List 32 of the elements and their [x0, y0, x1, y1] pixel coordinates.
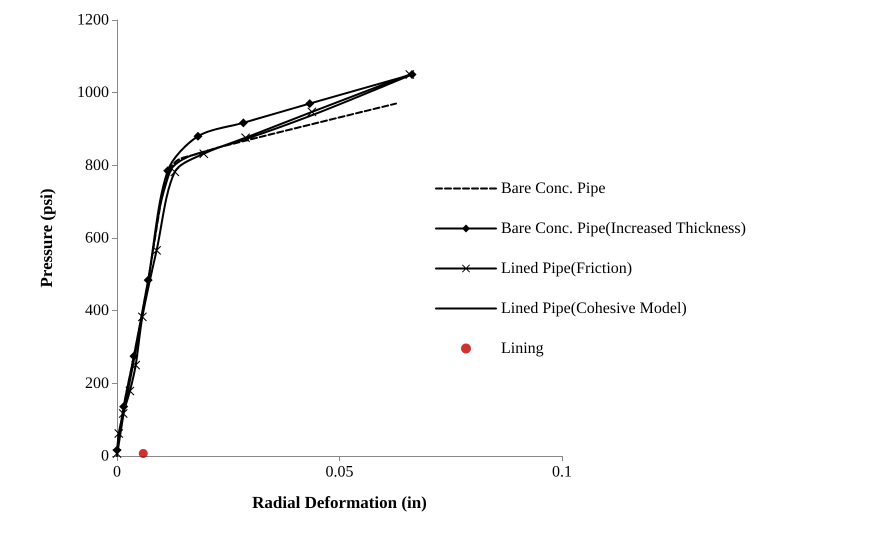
point: [138, 312, 147, 322]
point: [405, 70, 414, 79]
point: [305, 99, 314, 108]
legend-label: Lined Pipe(Cohesive Model): [501, 300, 687, 317]
point: [241, 133, 250, 142]
y-tick-label: 400: [85, 302, 109, 320]
point: [125, 386, 134, 396]
legend-label: Bare Conc. Pipe(Increased Thickness): [501, 220, 746, 237]
legend-label: Bare Conc. Pipe: [501, 180, 606, 197]
point: [131, 360, 140, 370]
point: [307, 107, 316, 116]
y-tick-label: 1000: [77, 84, 109, 102]
legend-label: Lining: [501, 340, 544, 357]
point: [114, 428, 124, 438]
y-axis-title: Pressure (psi): [37, 188, 56, 288]
legend-label: Lined Pipe(Friction): [501, 260, 632, 277]
point: [193, 132, 202, 141]
y-tick-label: 600: [85, 230, 109, 246]
point: [118, 408, 128, 418]
y-tick-label: 200: [85, 374, 109, 392]
x-tick-label: 0: [113, 464, 121, 480]
point: [152, 246, 162, 255]
x-tick-label: 0.1: [552, 464, 572, 480]
y-tick-label: 800: [85, 156, 109, 174]
point: [170, 167, 180, 176]
x-tick-label: 0.05: [326, 464, 354, 480]
point: [238, 118, 248, 128]
y-tick-label: 0: [101, 448, 109, 464]
point: [199, 149, 208, 158]
point: [138, 448, 148, 458]
x-axis-title: Radial Deformation (in): [252, 493, 427, 512]
y-tick-label: 1200: [77, 12, 109, 28]
